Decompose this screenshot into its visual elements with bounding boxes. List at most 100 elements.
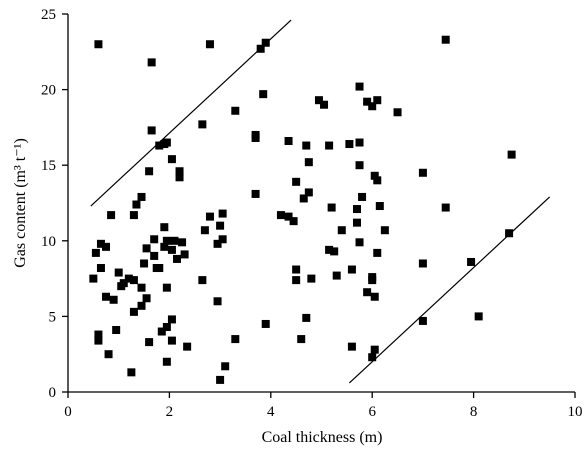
data-point-106 (363, 288, 372, 297)
data-point-2 (205, 40, 214, 49)
data-point-113 (370, 171, 379, 180)
data-point-97 (325, 245, 334, 254)
data-point-42 (129, 276, 138, 285)
data-point-14 (175, 167, 184, 176)
data-point-50 (137, 301, 146, 310)
data-point-98 (330, 247, 339, 256)
data-point-133 (507, 150, 516, 159)
data-point-11 (162, 138, 171, 147)
data-point-127 (418, 316, 427, 325)
data-point-91 (355, 138, 364, 147)
data-point-18 (129, 211, 138, 220)
data-point-41 (119, 279, 128, 288)
data-point-17 (132, 200, 141, 209)
data-point-30 (180, 250, 189, 259)
data-point-76 (284, 212, 293, 221)
data-point-5 (231, 106, 240, 115)
data-point-83 (304, 188, 313, 197)
data-point-48 (142, 294, 151, 303)
data-point-26 (96, 239, 105, 248)
data-point-102 (307, 274, 316, 283)
data-point-63 (200, 226, 209, 235)
data-point-20 (160, 223, 169, 232)
data-point-15 (175, 173, 184, 182)
data-point-123 (368, 353, 377, 362)
data-point-34 (96, 264, 105, 273)
data-point-60 (104, 350, 113, 359)
data-point-111 (380, 226, 389, 235)
data-point-122 (347, 342, 356, 351)
data-point-116 (355, 82, 364, 91)
data-point-46 (102, 292, 111, 301)
data-point-21 (178, 238, 187, 247)
y-tick-label-2: 10 (41, 234, 56, 250)
data-point-57 (145, 338, 154, 347)
data-point-132 (505, 229, 514, 238)
data-point-49 (129, 307, 138, 316)
data-point-74 (261, 319, 270, 328)
data-point-125 (418, 168, 427, 177)
data-point-103 (332, 271, 341, 280)
data-point-13 (145, 167, 154, 176)
data-point-117 (363, 97, 372, 106)
x-tick-label-4: 8 (470, 404, 478, 420)
data-point-68 (218, 235, 227, 244)
data-point-24 (170, 236, 179, 245)
data-point-59 (183, 342, 192, 351)
data-point-31 (150, 251, 159, 260)
data-point-131 (474, 312, 483, 321)
x-tick-label-2: 4 (267, 404, 275, 420)
boundary-line-2 (348, 196, 551, 384)
data-point-47 (109, 295, 118, 304)
data-point-112 (375, 202, 384, 211)
data-point-39 (155, 264, 164, 273)
data-point-128 (441, 35, 450, 44)
data-point-70 (213, 297, 222, 306)
x-tick-label-1: 2 (166, 404, 174, 420)
data-point-29 (167, 245, 176, 254)
data-point-93 (358, 192, 367, 201)
data-point-109 (370, 292, 379, 301)
data-point-87 (314, 96, 323, 105)
data-point-126 (418, 259, 427, 268)
data-point-61 (162, 357, 171, 366)
y-axis-ticks: 0 5 10 15 20 25 (41, 7, 68, 401)
x-tick-label-5: 10 (568, 404, 583, 420)
data-point-81 (304, 158, 313, 167)
data-point-65 (216, 221, 225, 230)
data-point-28 (160, 242, 169, 251)
data-point-90 (345, 140, 354, 149)
data-point-62 (127, 368, 136, 377)
data-point-114 (373, 176, 382, 185)
data-point-56 (94, 336, 103, 345)
data-point-67 (213, 239, 222, 248)
data-point-37 (140, 259, 149, 268)
data-point-92 (355, 161, 364, 170)
data-point-32 (173, 254, 182, 263)
data-point-52 (112, 326, 121, 335)
data-point-69 (198, 276, 207, 285)
data-point-99 (337, 226, 346, 235)
data-point-121 (297, 335, 306, 344)
data-point-118 (368, 102, 377, 111)
y-tick-label-0: 0 (49, 385, 57, 401)
y-tick-label-1: 5 (49, 309, 57, 325)
data-point-8 (147, 126, 156, 135)
data-point-44 (162, 283, 171, 292)
data-point-53 (157, 327, 166, 336)
data-point-75 (276, 211, 285, 220)
data-point-72 (221, 362, 230, 371)
data-point-58 (167, 336, 176, 345)
data-point-115 (393, 108, 402, 117)
y-tick-label-4: 20 (41, 83, 56, 99)
data-point-23 (162, 236, 171, 245)
data-point-101 (292, 276, 301, 285)
data-point-1 (147, 58, 156, 67)
data-point-130 (467, 257, 476, 266)
data-point-77 (289, 217, 298, 226)
data-point-80 (302, 141, 311, 150)
data-point-73 (216, 375, 225, 384)
data-point-64 (205, 212, 214, 221)
data-point-45 (89, 274, 98, 283)
x-tick-label-0: 0 (64, 404, 72, 420)
